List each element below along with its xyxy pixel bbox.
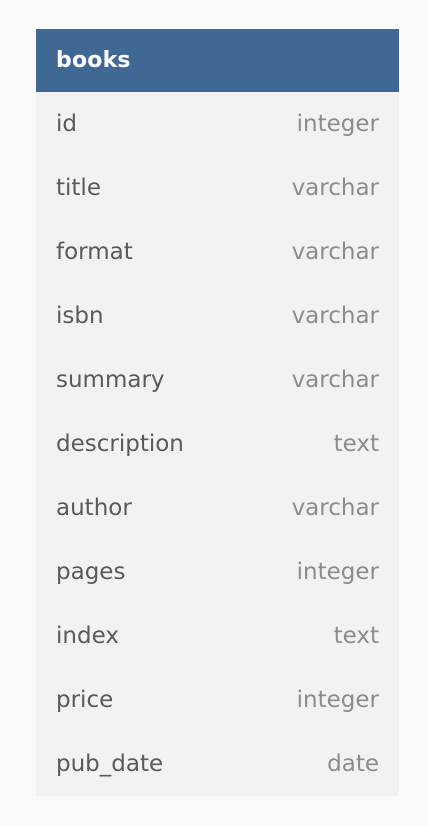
column-type: date	[327, 751, 379, 777]
table-name: books	[56, 48, 131, 73]
column-name: pub_date	[56, 751, 164, 777]
column-name: author	[56, 495, 132, 521]
column-name: title	[56, 175, 101, 201]
column-row[interactable]: title varchar	[36, 156, 399, 220]
column-name: index	[56, 623, 119, 649]
column-row[interactable]: pub_date date	[36, 732, 399, 796]
column-type: integer	[296, 559, 379, 585]
column-name: format	[56, 239, 133, 265]
column-name: pages	[56, 559, 126, 585]
column-type: varchar	[291, 239, 379, 265]
table-header[interactable]: books	[36, 29, 399, 92]
column-list: id integer title varchar format varchar …	[36, 92, 399, 796]
column-type: text	[333, 431, 379, 457]
column-type: varchar	[291, 303, 379, 329]
column-row[interactable]: price integer	[36, 668, 399, 732]
column-row[interactable]: index text	[36, 604, 399, 668]
column-type: varchar	[291, 175, 379, 201]
column-row[interactable]: id integer	[36, 92, 399, 156]
column-name: isbn	[56, 303, 104, 329]
column-row[interactable]: author varchar	[36, 476, 399, 540]
column-type: integer	[296, 111, 379, 137]
column-name: summary	[56, 367, 165, 393]
column-name: price	[56, 687, 114, 713]
column-type: varchar	[291, 495, 379, 521]
column-name: id	[56, 111, 77, 137]
column-row[interactable]: isbn varchar	[36, 284, 399, 348]
column-type: varchar	[291, 367, 379, 393]
column-type: text	[333, 623, 379, 649]
table-card-books[interactable]: books id integer title varchar format va…	[36, 29, 399, 796]
column-row[interactable]: format varchar	[36, 220, 399, 284]
column-row[interactable]: pages integer	[36, 540, 399, 604]
column-row[interactable]: description text	[36, 412, 399, 476]
column-row[interactable]: summary varchar	[36, 348, 399, 412]
column-name: description	[56, 431, 184, 457]
column-type: integer	[296, 687, 379, 713]
